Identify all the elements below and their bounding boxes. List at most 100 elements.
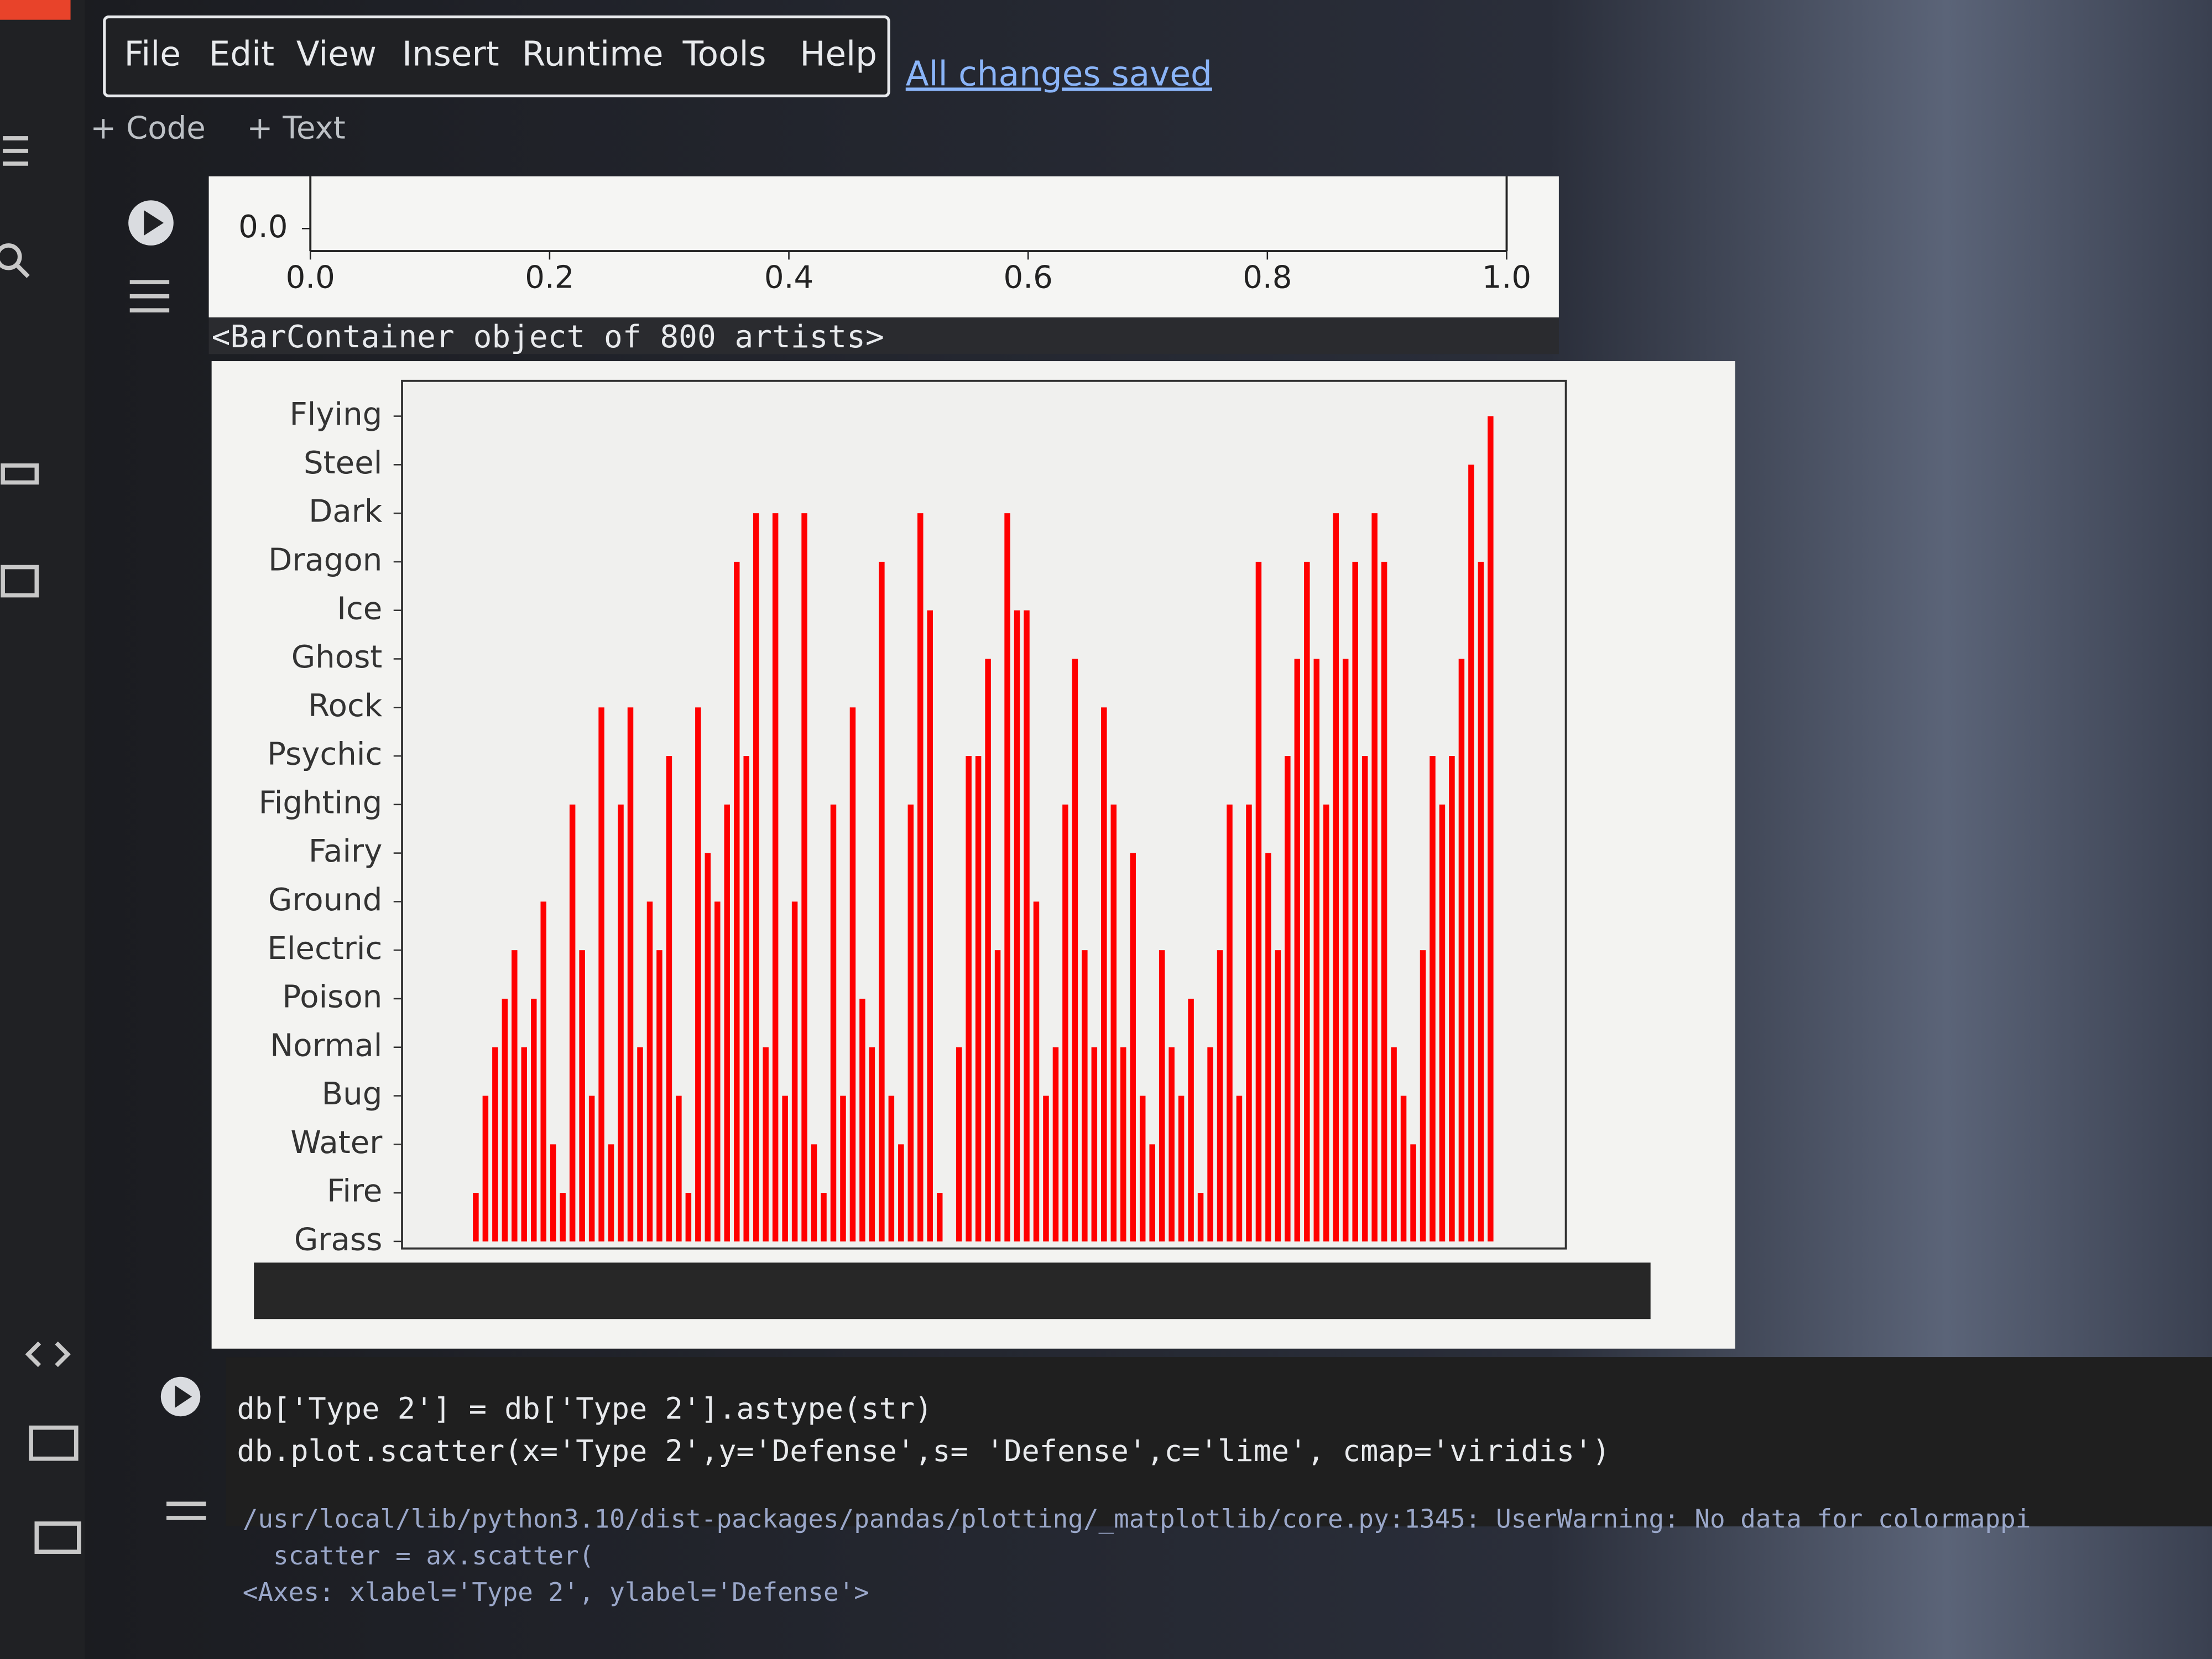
bar (782, 1095, 788, 1241)
logo (0, 0, 71, 20)
y-tick-label: Electric (267, 931, 382, 967)
bar (791, 901, 798, 1241)
y-tick-label: Flying (289, 397, 382, 432)
bar (879, 561, 885, 1241)
output-text-bg (208, 317, 1559, 354)
sidebar (0, 0, 85, 1659)
bar (753, 513, 759, 1241)
bar (1430, 756, 1436, 1241)
add-code-button[interactable]: + Code (90, 110, 206, 146)
bar (1352, 561, 1358, 1241)
bar (1178, 1095, 1185, 1241)
save-status[interactable]: All changes saved (906, 54, 1212, 93)
bar (676, 1095, 682, 1241)
bar (1227, 804, 1233, 1241)
run-icon (144, 210, 164, 236)
bar (1120, 1047, 1126, 1241)
bar (985, 659, 991, 1241)
bar (473, 1193, 479, 1241)
menu-item[interactable]: Edit (209, 35, 275, 74)
add-text-button[interactable]: + Text (247, 110, 345, 146)
bar (588, 1095, 595, 1241)
menu-item[interactable]: Help (800, 35, 877, 74)
x-tick-label: 0.4 (764, 260, 813, 296)
bar (966, 756, 972, 1241)
menu-item[interactable]: Runtime (522, 35, 664, 74)
bar (608, 1144, 614, 1241)
menu-item[interactable]: View (296, 35, 377, 74)
bar (898, 1144, 904, 1241)
bar (1236, 1095, 1243, 1241)
bar (1217, 950, 1223, 1241)
x-tick-label: 0.2 (525, 260, 574, 296)
bar (656, 950, 662, 1241)
y-tick-label: Rock (308, 688, 383, 724)
bar (907, 804, 914, 1241)
output-line: <Axes: xlabel='Type 2', ylabel='Defense'… (243, 1577, 869, 1607)
x-tick-label: 1.0 (1482, 260, 1531, 296)
bar (502, 998, 508, 1241)
menu: File Edit View Insert Runtime Tools Help (124, 35, 877, 74)
output-icon (166, 1501, 206, 1520)
bar (637, 1047, 643, 1241)
bar (1304, 561, 1310, 1241)
bar (666, 756, 672, 1241)
bar (531, 998, 537, 1241)
bar (618, 804, 624, 1241)
output-icon (129, 280, 170, 313)
bar (1024, 610, 1030, 1241)
y-tick-label: Ice (337, 591, 382, 627)
bar (994, 950, 1001, 1241)
bar (579, 950, 585, 1241)
menu-item[interactable]: File (124, 35, 180, 74)
bar (1294, 659, 1301, 1241)
bar (1342, 659, 1349, 1241)
bar (743, 756, 749, 1241)
menu-item[interactable]: Tools (682, 35, 766, 74)
bar (1468, 465, 1474, 1241)
menu-item[interactable]: Insert (402, 35, 499, 74)
bar (830, 804, 837, 1241)
bar (1168, 1047, 1175, 1241)
bar (627, 707, 634, 1241)
x-tick-label: 0.8 (1243, 260, 1292, 296)
bar (1004, 513, 1010, 1241)
bar (821, 1193, 827, 1241)
x-tick-label: 0.0 (286, 260, 335, 296)
bar (492, 1047, 498, 1241)
bar (1139, 1095, 1146, 1241)
bar (1285, 756, 1291, 1241)
x-tick-label: 0.6 (1004, 260, 1053, 296)
run-icon (175, 1385, 192, 1408)
y-tick-label: Grass (294, 1222, 382, 1258)
y-tick-label: Fairy (309, 833, 382, 869)
y-tick-label: Fire (327, 1173, 382, 1209)
bar (1255, 561, 1262, 1241)
bar (1110, 804, 1117, 1241)
y-tick-label: Fighting (259, 785, 383, 821)
bar (1082, 950, 1088, 1241)
bar (705, 853, 711, 1241)
bar (1188, 998, 1194, 1241)
bar (1391, 1047, 1397, 1241)
bar (1246, 804, 1252, 1241)
bar (1197, 1193, 1204, 1241)
bar (733, 561, 740, 1241)
bar (1275, 950, 1281, 1241)
bar (1033, 901, 1040, 1241)
bar (1149, 1144, 1155, 1241)
bar (1439, 804, 1446, 1241)
bar (772, 513, 779, 1241)
bar (1323, 804, 1329, 1241)
bar (1478, 561, 1484, 1241)
chart: Grass Fire Water Bug Normal Poison Electric Gro… (259, 379, 1567, 1258)
bar (888, 1095, 895, 1241)
bar (1265, 853, 1271, 1241)
sidebar-icons (0, 136, 81, 1554)
y-tick-label: Water (290, 1125, 383, 1161)
bar (724, 804, 731, 1241)
bar (811, 1144, 817, 1241)
bar (695, 707, 701, 1241)
